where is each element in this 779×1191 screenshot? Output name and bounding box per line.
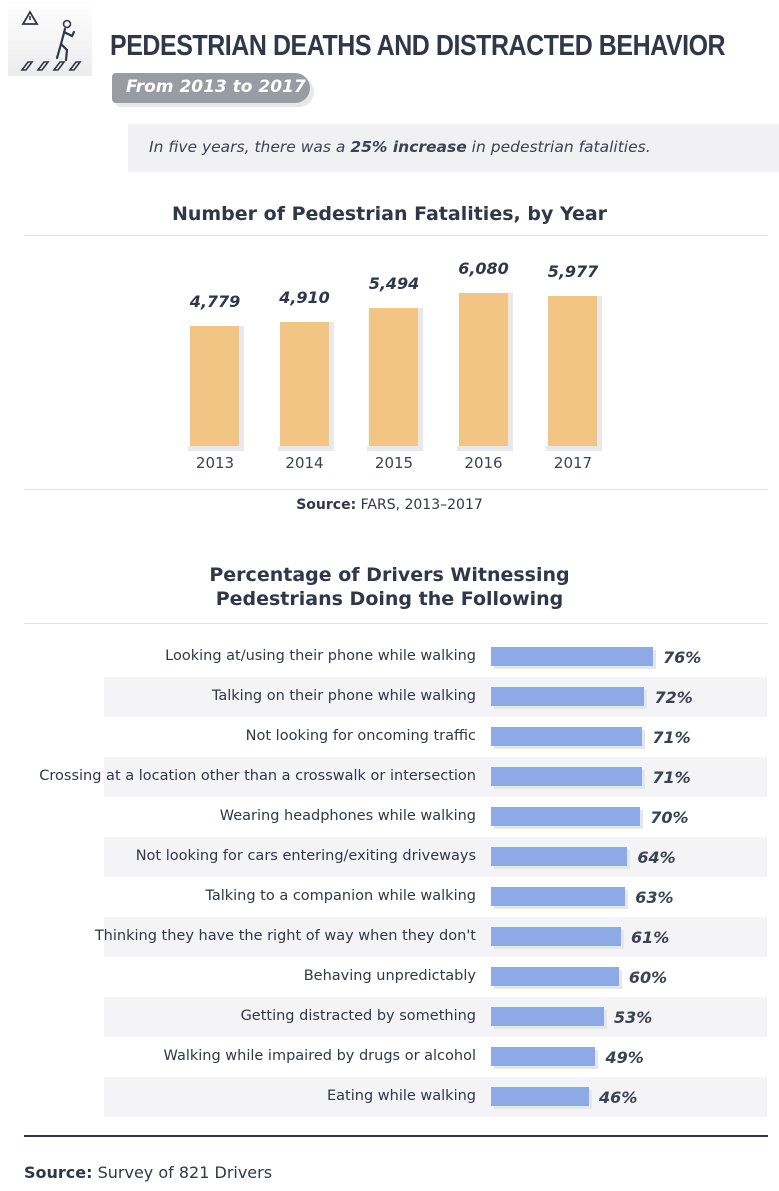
- bar: [369, 307, 418, 446]
- data-label: 60%: [628, 968, 668, 987]
- bar: [491, 887, 626, 906]
- chart1-title: Number of Pedestrian Fatalities, by Year: [171, 203, 608, 225]
- chart2-title: Percentage of Drivers Witnessing Pedestri…: [0, 563, 779, 611]
- data-label: 4,910: [279, 288, 330, 308]
- category-label: Looking at/using their phone while walki…: [165, 648, 476, 664]
- bar: [458, 293, 508, 446]
- category-label: Thinking they have the right of way when…: [94, 928, 476, 944]
- category-label: Not looking for oncoming traffic: [245, 728, 476, 744]
- data-label: 53%: [613, 1008, 653, 1027]
- category-label: Getting distracted by something: [240, 1008, 476, 1024]
- category-label: Crossing at a location other than a cros…: [39, 768, 476, 784]
- bar: [190, 325, 239, 446]
- table-row: [104, 1077, 767, 1117]
- bar: [491, 807, 641, 826]
- bar: [548, 295, 597, 446]
- category-label: Eating while walking: [327, 1088, 476, 1104]
- bar: [491, 687, 645, 706]
- table-row: [104, 757, 767, 797]
- category-label: Wearing headphones while walking: [219, 808, 476, 824]
- table-row: [104, 677, 767, 717]
- category-label: Not looking for cars entering/exiting dr…: [135, 848, 476, 864]
- bar-base-shadow: [188, 446, 244, 451]
- data-label: 61%: [631, 928, 670, 947]
- category-label: Walking while impaired by drugs or alcoh…: [163, 1048, 476, 1064]
- chart2-title-line1: Percentage of Drivers Witnessing: [209, 564, 570, 586]
- table-row: [104, 837, 767, 877]
- subtitle-badge: From 2013 to 2017: [112, 73, 310, 103]
- bar: [491, 967, 619, 986]
- bar-base-shadow: [456, 446, 513, 451]
- chart1-source: Source: FARS, 2013–2017: [0, 497, 779, 513]
- data-label: 70%: [650, 808, 689, 827]
- callout-text-before: In five years, there was a: [149, 138, 351, 156]
- source-label: Source:: [24, 1163, 93, 1182]
- header-icon: [8, 0, 92, 76]
- source-text: FARS, 2013–2017: [356, 497, 483, 513]
- data-label: 5,494: [368, 273, 420, 293]
- bar: [491, 927, 622, 946]
- callout-highlight: 25% increase: [350, 138, 467, 156]
- divider: [24, 235, 768, 236]
- tick-label: 2014: [285, 454, 324, 472]
- bar-base-shadow: [546, 446, 602, 451]
- category-label: Talking on their phone while walking: [211, 688, 476, 704]
- source-text: Survey of 821 Drivers: [92, 1163, 273, 1182]
- bar: [491, 647, 653, 666]
- table-row: [104, 997, 767, 1037]
- bar: [491, 727, 643, 746]
- tick-label: 2017: [553, 454, 593, 472]
- bar-base-shadow: [277, 446, 334, 451]
- bar-base-shadow: [367, 446, 423, 451]
- data-label: 46%: [599, 1088, 638, 1107]
- bar: [279, 322, 329, 446]
- data-label: 64%: [637, 848, 676, 867]
- data-label: 76%: [663, 648, 702, 667]
- data-label: 71%: [652, 768, 691, 787]
- bar: [491, 1047, 596, 1066]
- data-label: 4,779: [189, 291, 241, 311]
- data-label: 72%: [654, 688, 693, 707]
- data-label: 49%: [605, 1048, 644, 1067]
- bar: [491, 1007, 604, 1026]
- tick-label: 2016: [464, 454, 503, 472]
- data-label: 5,977: [547, 261, 599, 281]
- bar: [491, 767, 643, 786]
- data-label: 71%: [652, 728, 691, 747]
- bar: [491, 847, 628, 866]
- source-label: Source:: [296, 497, 357, 513]
- divider: [24, 489, 768, 490]
- divider: [24, 1135, 768, 1137]
- chart2-source: Source: Survey of 821 Drivers: [24, 1163, 272, 1182]
- category-label: Talking to a companion while walking: [205, 888, 476, 904]
- page-title: PEDESTRIAN DEATHS AND DISTRACTED BEHAVIO…: [110, 30, 726, 62]
- callout: In five years, there was a 25% increase …: [128, 124, 779, 172]
- data-label: 63%: [635, 888, 674, 907]
- category-label: Behaving unpredictably: [303, 968, 476, 984]
- divider: [24, 623, 768, 624]
- pedestrian-crosswalk-warning-icon: [20, 10, 82, 71]
- tick-label: 2013: [195, 454, 235, 472]
- bar: [491, 1087, 590, 1106]
- chart2-title-line2: Pedestrians Doing the Following: [215, 588, 564, 610]
- callout-text-after: in pedestrian fatalities.: [466, 138, 651, 156]
- tick-label: 2015: [374, 454, 414, 472]
- data-label: 6,080: [458, 259, 509, 278]
- table-row: [104, 917, 767, 957]
